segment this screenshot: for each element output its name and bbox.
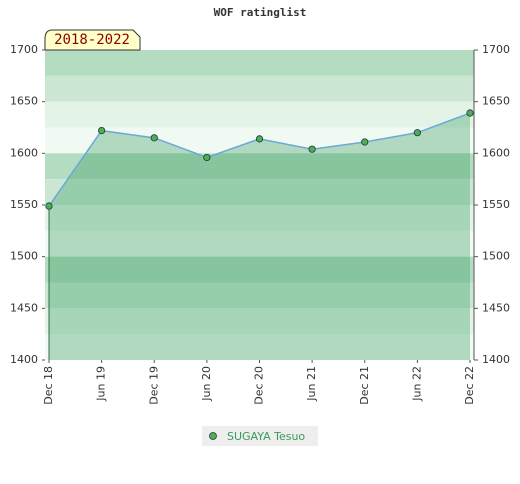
y-tick-label: 1500 <box>10 250 38 263</box>
band <box>45 282 474 309</box>
marker <box>150 134 158 142</box>
band <box>45 256 474 283</box>
y-tick-label: 1700 <box>10 43 38 56</box>
band <box>45 101 474 128</box>
x-tick-label: Dec 21 <box>358 366 371 405</box>
marker <box>466 109 474 117</box>
band <box>45 75 474 102</box>
band <box>45 179 474 205</box>
band <box>45 153 474 180</box>
annotation-box <box>44 29 141 51</box>
y2-tick-label: 1650 <box>482 95 510 108</box>
x-tick-label: Jun 19 <box>95 366 108 402</box>
marker <box>255 135 264 143</box>
y-tick-label: 1550 <box>10 198 38 211</box>
chart-title: WOF ratinglist <box>214 6 307 19</box>
x-tick-label: Jun 20 <box>200 366 213 402</box>
y-tick-label: 1400 <box>10 353 38 366</box>
y-tick-label: 1650 <box>10 95 38 108</box>
x-tick-label: Jun 21 <box>305 366 318 402</box>
marker <box>361 138 369 146</box>
annotation: 2018-2022 <box>54 32 130 48</box>
y2-tick-label: 1700 <box>482 43 510 56</box>
y-tick-label: 1450 <box>10 301 38 314</box>
y2-tick-label: 1400 <box>482 353 510 366</box>
plot <box>45 109 474 361</box>
x-tick-label: Dec 19 <box>147 366 160 405</box>
legend-marker <box>209 432 217 440</box>
marker <box>203 153 211 162</box>
marker <box>308 145 316 153</box>
marker <box>98 127 106 135</box>
band <box>45 50 474 76</box>
marker <box>45 202 53 210</box>
y2-tick-label: 1550 <box>482 198 510 211</box>
plot-background <box>45 50 474 360</box>
band <box>45 205 474 231</box>
marker <box>413 129 421 137</box>
band <box>45 334 474 360</box>
y2-tick-label: 1450 <box>482 301 510 314</box>
legend-box <box>202 426 318 446</box>
x-tick-label: Jun 22 <box>410 366 423 402</box>
area <box>49 113 470 361</box>
legend-label: SUGAYA Tesuo <box>227 430 305 443</box>
y-tick-label: 1600 <box>10 146 38 159</box>
x-tick-label: Dec 22 <box>463 366 476 405</box>
x-tick-label: Dec 18 <box>42 366 55 405</box>
y2-tick-label: 1600 <box>482 146 510 159</box>
y2-tick-label: 1500 <box>482 250 510 263</box>
x-tick-label: Dec 20 <box>253 366 266 405</box>
band <box>45 230 474 257</box>
band <box>45 308 474 335</box>
